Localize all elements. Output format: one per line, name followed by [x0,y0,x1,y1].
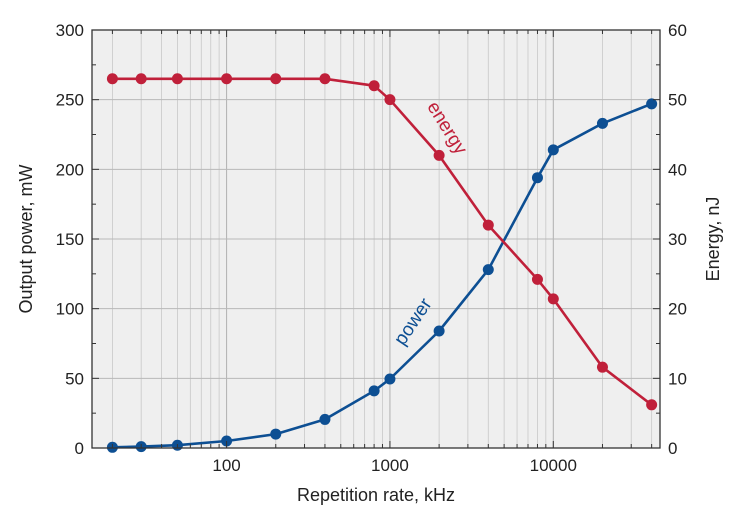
data-point-energy [270,73,282,85]
data-point-energy [384,94,396,106]
y-tick-label-left: 150 [56,230,84,249]
data-point-power [270,428,282,440]
x-tick-label: 100 [212,456,240,475]
y-tick-label-right: 30 [668,230,687,249]
data-point-energy [433,149,445,161]
data-point-energy [368,80,380,92]
data-point-energy [221,73,233,85]
data-point-energy [135,73,147,85]
y-tick-label-left: 50 [65,369,84,388]
data-point-energy [596,361,608,373]
data-point-energy [547,293,559,305]
x-axis-title: Repetition rate, kHz [297,485,455,505]
y-tick-label-right: 0 [668,439,677,458]
data-point-energy [319,73,331,85]
y-tick-label-left: 250 [56,91,84,110]
y-tick-label-right: 60 [668,21,687,40]
y-tick-label-right: 20 [668,300,687,319]
data-point-energy [646,399,658,411]
y-axis-title-left: Output power, mW [16,164,36,313]
y-tick-label-left: 300 [56,21,84,40]
data-point-power [531,172,543,184]
y-tick-label-left: 0 [75,439,84,458]
data-point-power [433,325,445,337]
x-tick-label: 10000 [530,456,577,475]
x-tick-label: 1000 [371,456,409,475]
y-tick-label-left: 100 [56,300,84,319]
data-point-power [646,98,658,110]
data-point-energy [531,273,543,285]
data-point-power [482,264,494,276]
data-point-power [547,144,559,156]
data-point-power [368,385,380,397]
axes: 0 50 100 150 200 250 300 0 10 20 30 40 50 60 100 1000 10… [56,21,687,475]
series-layer [106,73,658,453]
y-tick-label-right: 10 [668,369,687,388]
data-point-energy [106,73,118,85]
y-tick-label-right: 40 [668,160,687,179]
data-point-power [596,117,608,129]
data-point-energy [482,219,494,231]
data-point-power [384,373,396,385]
data-point-energy [171,73,183,85]
y-tick-label-left: 200 [56,160,84,179]
y-axis-title-right: Energy, nJ [703,197,723,282]
y-tick-label-right: 50 [668,91,687,110]
data-point-power [319,413,331,425]
